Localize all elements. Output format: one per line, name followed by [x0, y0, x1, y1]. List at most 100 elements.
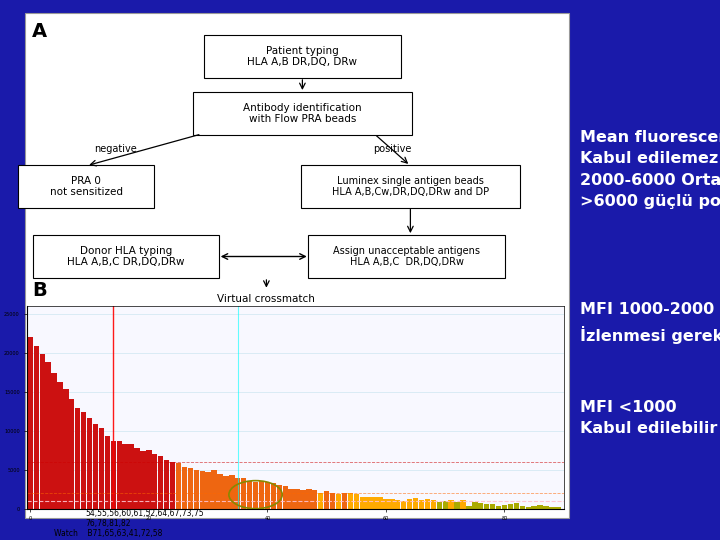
- Bar: [104, 436, 110, 509]
- Bar: [484, 504, 490, 509]
- Bar: [146, 450, 151, 509]
- Bar: [478, 503, 483, 509]
- Bar: [63, 389, 68, 509]
- Bar: [537, 505, 543, 509]
- Bar: [223, 476, 228, 509]
- Bar: [330, 493, 336, 509]
- Bar: [383, 499, 389, 509]
- Bar: [247, 482, 252, 509]
- Bar: [93, 423, 98, 509]
- Bar: [58, 382, 63, 509]
- Bar: [312, 490, 318, 509]
- Bar: [342, 493, 347, 509]
- Bar: [199, 471, 205, 509]
- Bar: [87, 418, 92, 509]
- Text: positive: positive: [373, 144, 412, 153]
- Bar: [170, 462, 175, 509]
- Text: A55      B7,8,13,14,18,27,35,39,42,45,47,48,50: A55 B7,8,13,14,18,27,35,39,42,45,47,48,5…: [54, 496, 233, 505]
- Bar: [176, 463, 181, 509]
- Bar: [27, 337, 33, 509]
- Text: Donor HLA typing
HLA A,B,C DR,DQ,DRw: Donor HLA typing HLA A,B,C DR,DQ,DRw: [67, 246, 185, 267]
- Bar: [294, 489, 300, 509]
- Bar: [128, 444, 134, 509]
- Bar: [359, 497, 365, 509]
- Text: Virtual crossmatch: Virtual crossmatch: [217, 294, 315, 305]
- Bar: [69, 399, 74, 509]
- Text: PRA 0
not sensitized: PRA 0 not sensitized: [50, 176, 123, 197]
- Text: MFI 1000-2000
İzlenmesi gerekli: MFI 1000-2000 İzlenmesi gerekli: [580, 302, 720, 343]
- Bar: [140, 451, 145, 509]
- Bar: [289, 489, 294, 509]
- Bar: [413, 498, 418, 509]
- Bar: [520, 506, 525, 509]
- Text: 54,55,56,60,61,52,64,67,73,75: 54,55,56,60,61,52,64,67,73,75: [85, 509, 204, 518]
- Bar: [549, 508, 554, 509]
- Bar: [407, 499, 413, 509]
- Bar: [354, 494, 359, 509]
- Bar: [318, 493, 323, 509]
- FancyBboxPatch shape: [301, 165, 520, 207]
- Bar: [372, 497, 377, 509]
- Bar: [502, 505, 507, 509]
- Text: MFI <1000
Kabul edilebilir: MFI <1000 Kabul edilebilir: [580, 400, 717, 436]
- Bar: [235, 478, 240, 509]
- Bar: [276, 485, 282, 509]
- Bar: [229, 475, 235, 509]
- Bar: [425, 500, 430, 509]
- Bar: [265, 482, 270, 509]
- Bar: [81, 412, 86, 509]
- Bar: [436, 502, 442, 509]
- Bar: [212, 470, 217, 509]
- Bar: [390, 499, 395, 509]
- Bar: [117, 441, 122, 509]
- FancyBboxPatch shape: [18, 165, 154, 207]
- Bar: [449, 500, 454, 509]
- Bar: [555, 507, 560, 509]
- Bar: [348, 493, 353, 509]
- Bar: [45, 362, 51, 509]
- Text: B: B: [32, 281, 47, 300]
- Bar: [306, 489, 312, 509]
- FancyBboxPatch shape: [32, 235, 220, 278]
- Bar: [194, 470, 199, 509]
- Bar: [253, 482, 258, 509]
- Text: Mean fluorescent intensity (MFI) >2000
Kabul edilemez antijenler
2000-6000 Orta
: Mean fluorescent intensity (MFI) >2000 K…: [580, 130, 720, 210]
- Bar: [111, 441, 116, 509]
- Bar: [51, 373, 57, 509]
- Bar: [25, 14, 569, 518]
- FancyBboxPatch shape: [193, 92, 412, 134]
- Bar: [258, 481, 264, 509]
- Bar: [205, 472, 211, 509]
- Text: Luminex single antigen beads
HLA A,B,Cw,DR,DQ,DRw and DP: Luminex single antigen beads HLA A,B,Cw,…: [332, 176, 489, 197]
- Bar: [526, 507, 531, 509]
- Bar: [300, 490, 305, 509]
- Bar: [431, 501, 436, 509]
- Bar: [75, 408, 81, 509]
- Bar: [401, 501, 406, 509]
- Bar: [164, 461, 169, 509]
- Text: A: A: [32, 22, 48, 40]
- Bar: [241, 478, 246, 509]
- Bar: [419, 501, 424, 509]
- Bar: [472, 502, 477, 509]
- Bar: [34, 346, 39, 509]
- Bar: [531, 507, 537, 509]
- Bar: [271, 483, 276, 509]
- Bar: [467, 505, 472, 509]
- Text: 76,78,81,82: 76,78,81,82: [85, 519, 130, 529]
- Text: Assign unacceptable antigens
HLA A,B,C  DR,DQ,DRw: Assign unacceptable antigens HLA A,B,C D…: [333, 246, 480, 267]
- Bar: [152, 455, 158, 509]
- Bar: [460, 501, 466, 509]
- Bar: [122, 444, 128, 509]
- Bar: [99, 428, 104, 509]
- FancyBboxPatch shape: [204, 36, 401, 78]
- Bar: [366, 497, 371, 509]
- Text: negative: negative: [94, 144, 137, 153]
- Text: Unacceptable antigens entered for this patient:: Unacceptable antigens entered for this p…: [35, 476, 235, 485]
- FancyBboxPatch shape: [308, 235, 505, 278]
- Bar: [135, 448, 140, 509]
- Bar: [443, 501, 448, 509]
- Bar: [188, 468, 193, 509]
- Bar: [508, 504, 513, 509]
- Bar: [40, 354, 45, 509]
